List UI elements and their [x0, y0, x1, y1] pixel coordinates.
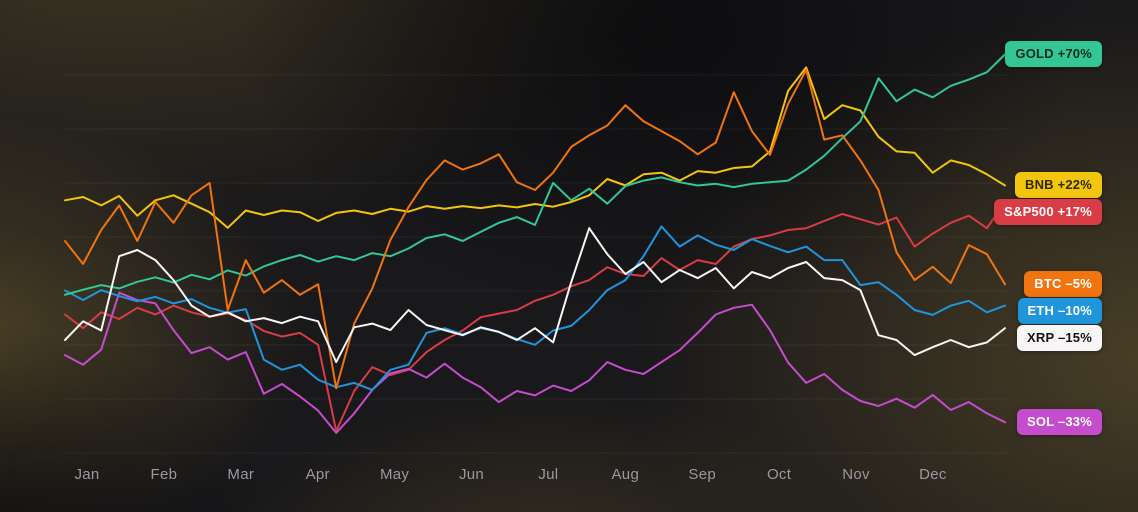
x-axis-label-nov: Nov — [842, 466, 870, 483]
x-axis-label-feb: Feb — [150, 466, 178, 483]
legend-badge-xrp[interactable]: XRP –15% — [1017, 325, 1102, 352]
series-line-sp500 — [64, 201, 1006, 433]
x-axis-label-apr: Apr — [305, 466, 330, 483]
x-axis-label-may: May — [379, 466, 410, 483]
series-line-btc — [64, 68, 1006, 390]
legend-badge-sol[interactable]: SOL –33% — [1017, 409, 1102, 436]
series-line-bnb — [64, 66, 1006, 229]
legend-badge-eth[interactable]: ETH –10% — [1017, 298, 1102, 325]
x-axis-label-dec: Dec — [919, 466, 947, 483]
x-axis: Jan Feb Mar Apr May Jun Jul Aug Sep Oct … — [0, 466, 1138, 490]
x-axis-label-aug: Aug — [611, 466, 640, 483]
legend-badge-bnb[interactable]: BNB +22% — [1015, 172, 1102, 199]
series-line-sol — [64, 291, 1006, 434]
x-axis-label-jan: Jan — [74, 466, 100, 483]
series-line-eth — [64, 225, 1006, 391]
legend-badge-btc[interactable]: BTC –5% — [1024, 271, 1102, 298]
x-axis-label-sep: Sep — [688, 466, 716, 483]
x-axis-label-oct: Oct — [766, 466, 792, 483]
legend-badge-sp500[interactable]: S&P500 +17% — [994, 199, 1102, 226]
legend-badge-gold[interactable]: GOLD +70% — [1005, 41, 1102, 68]
x-axis-label-jun: Jun — [458, 466, 485, 483]
series-line-gold — [64, 53, 1006, 296]
series-line-xrp — [64, 227, 1006, 364]
x-axis-label-jul: Jul — [538, 466, 559, 483]
x-axis-label-mar: Mar — [227, 466, 255, 483]
